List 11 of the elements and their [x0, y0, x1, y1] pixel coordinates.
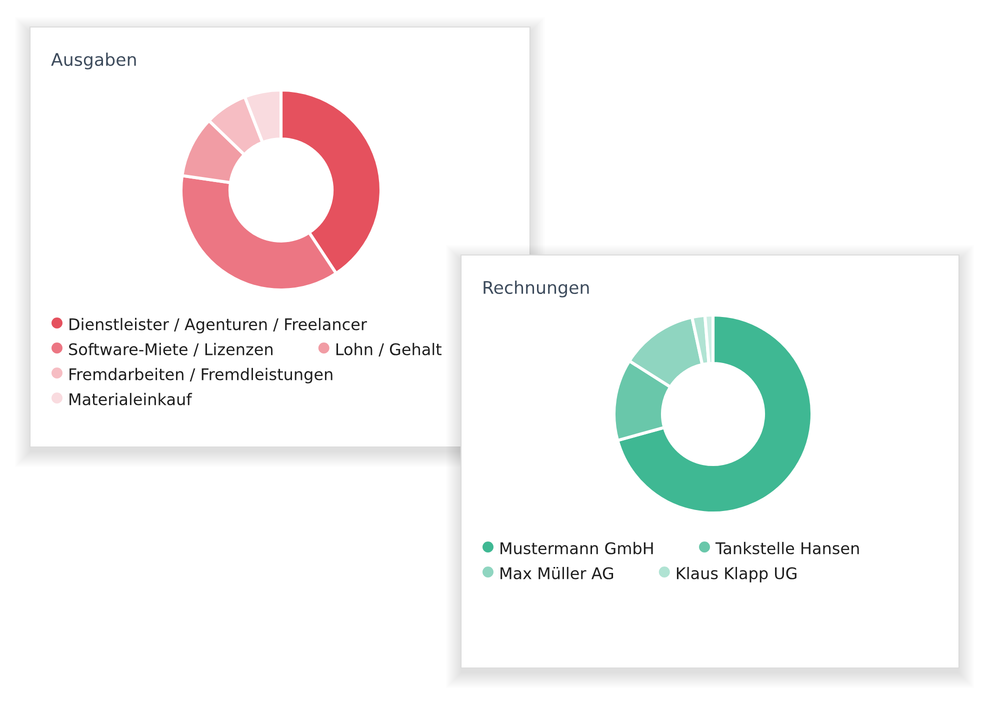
- legend-label: Klaus Klapp UG: [676, 566, 796, 582]
- legend-label: Dienstleister / Agenturen / Freelancer: [70, 318, 367, 334]
- legend-label: Tankstelle Hansen: [715, 542, 859, 554]
- legend-label: Software-Miete / Lizenzen: [69, 342, 272, 357]
- legend-label: Lohn / Gehalt: [336, 342, 442, 357]
- legend-label: Max Müller AG: [500, 566, 614, 580]
- legend-label: Mustermann GmbH: [500, 542, 653, 554]
- legend-label: Materialeinkauf: [70, 392, 192, 406]
- chart-title: Rechnungen: [484, 280, 589, 298]
- chart-title: Ausgaben: [51, 52, 136, 70]
- legend-label: Fremdarbeiten / Fremdleistungen: [70, 368, 332, 384]
